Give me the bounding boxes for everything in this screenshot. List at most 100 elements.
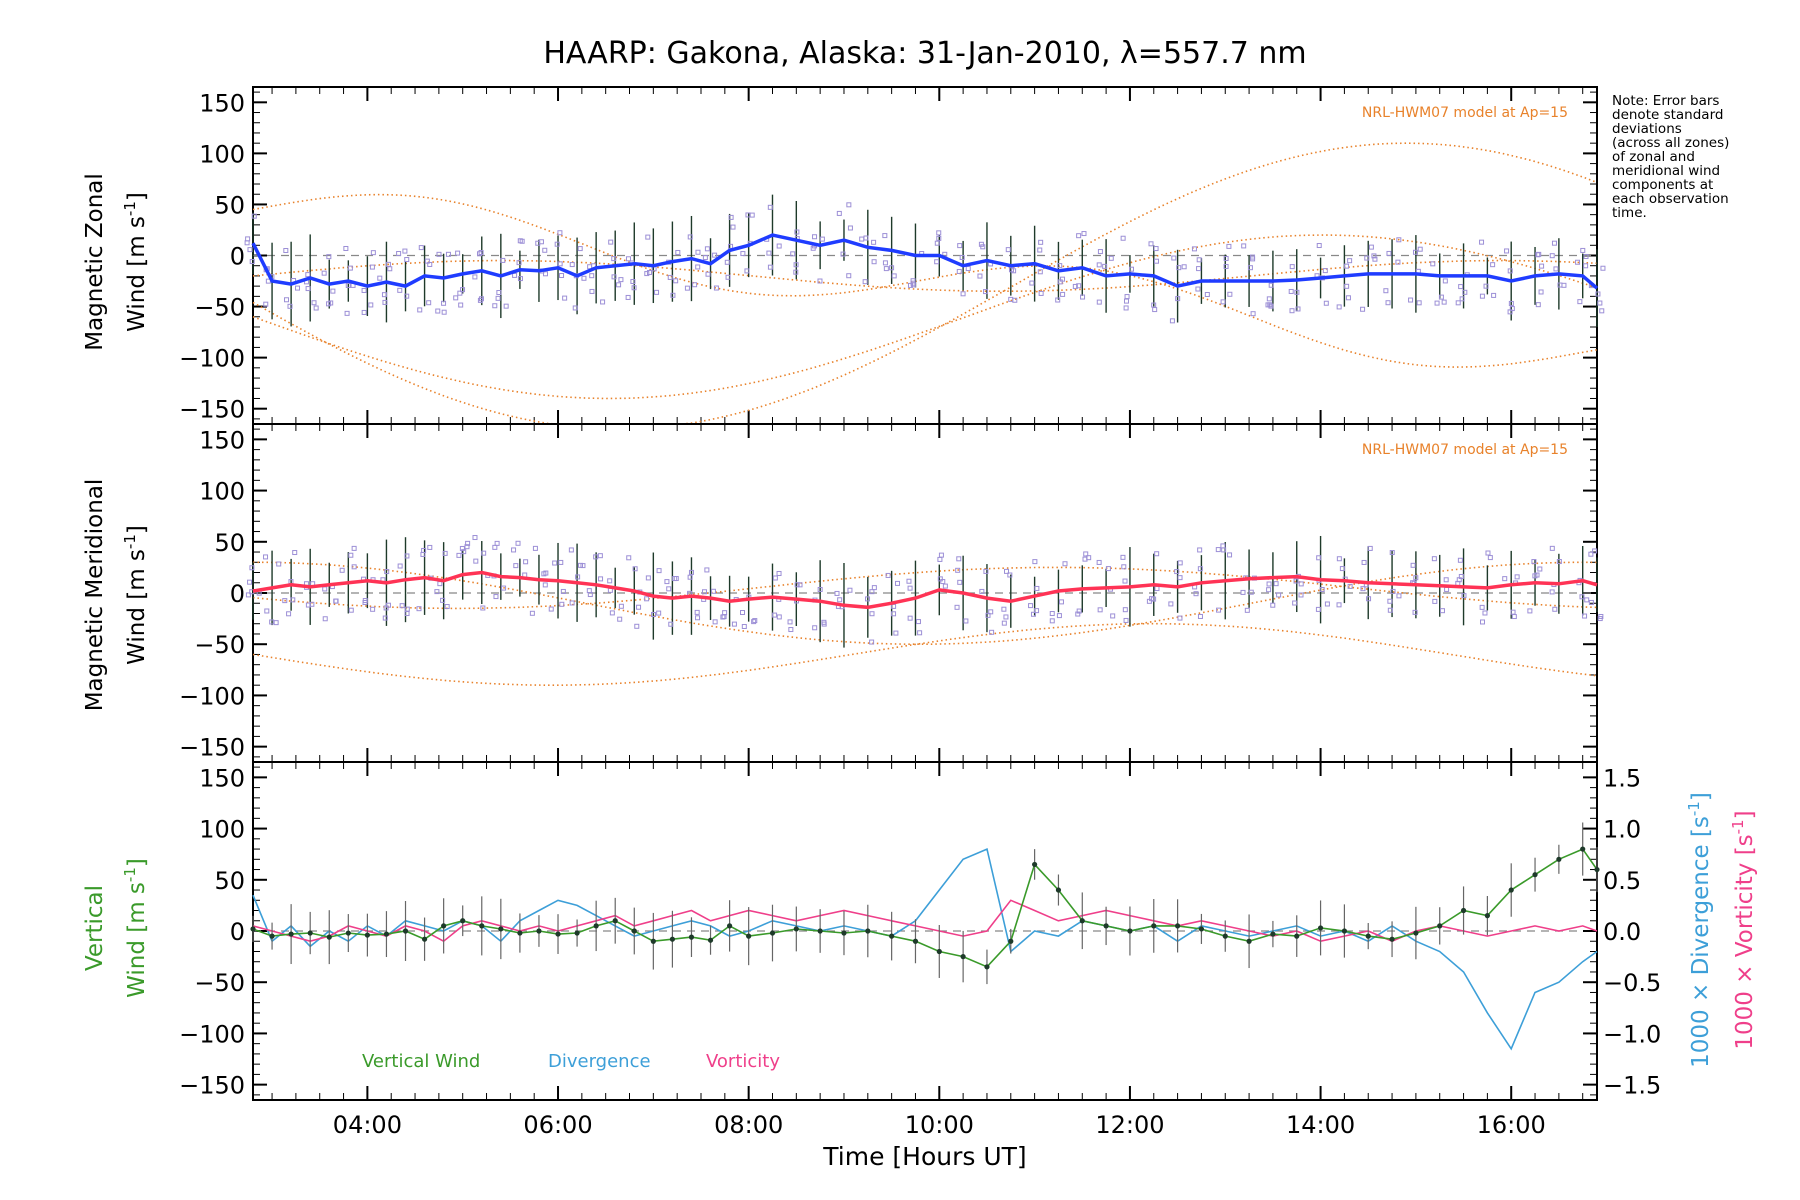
zone-sample-point — [956, 556, 962, 562]
zone-sample-point — [1181, 264, 1187, 270]
meridional-wind-line — [252, 570, 1598, 610]
zone-sample-point — [1579, 594, 1585, 600]
zone-sample-point — [934, 259, 940, 265]
zone-sample-point — [1553, 266, 1559, 272]
zone-sample-point — [495, 295, 501, 301]
zone-sample-point — [1364, 255, 1370, 261]
y2-tick-label: 0.5 — [1603, 867, 1641, 895]
zone-sample-point — [1029, 280, 1035, 286]
zone-sample-point — [1298, 592, 1304, 598]
zone-sample-point — [1174, 569, 1180, 575]
zone-sample-point — [500, 257, 506, 263]
zone-sample-point — [1076, 233, 1082, 239]
legend-vorticity: Vorticity — [706, 1051, 780, 1072]
vertical-wind-point — [345, 930, 351, 936]
zone-sample-point — [575, 574, 581, 580]
vertical-y-label-line2: Wind [m s-1] — [121, 858, 150, 998]
zone-sample-point — [562, 295, 568, 301]
zone-sample-point — [983, 289, 989, 295]
zone-sample-point — [1028, 603, 1034, 609]
zone-sample-point — [1487, 555, 1493, 561]
zone-sample-point — [722, 610, 728, 616]
zone-sample-point — [957, 579, 963, 585]
zone-sample-point — [1539, 263, 1545, 269]
zone-sample-point — [1267, 302, 1273, 308]
y-tick-label: −150 — [179, 1072, 245, 1100]
zone-sample-point — [617, 616, 623, 622]
zone-sample-point — [812, 234, 818, 240]
zone-sample-point — [730, 224, 736, 230]
zone-sample-point — [687, 574, 693, 580]
zone-sample-point — [787, 619, 793, 625]
zone-sample-point — [503, 303, 509, 309]
vertical-wind-point — [865, 928, 871, 934]
zone-sample-point — [644, 271, 650, 277]
note-line: (across all zones) — [1612, 135, 1729, 151]
zone-sample-point — [434, 589, 440, 595]
zone-sample-point — [1076, 608, 1082, 614]
zone-sample-point — [847, 225, 853, 231]
zone-sample-point — [616, 282, 622, 288]
zone-sample-point — [712, 619, 718, 625]
zone-sample-point — [1123, 617, 1129, 623]
zone-sample-point — [1295, 306, 1301, 312]
zone-sample-point — [305, 286, 311, 292]
zone-sample-point — [1266, 587, 1272, 593]
zone-sample-point — [744, 268, 750, 274]
zone-sample-point — [1268, 303, 1274, 309]
zone-sample-point — [656, 568, 662, 574]
zone-sample-point — [1336, 304, 1342, 310]
zone-sample-point — [1049, 618, 1055, 624]
zone-sample-point — [1386, 250, 1392, 256]
zone-sample-point — [910, 280, 916, 286]
zone-sample-point — [244, 240, 250, 246]
zone-sample-point — [936, 230, 942, 236]
zone-sample-point — [1268, 282, 1274, 288]
zone-sample-point — [1412, 249, 1418, 255]
meridional-y-label-line2: Wind [m s-1] — [121, 525, 150, 665]
zone-sample-point — [688, 569, 694, 575]
zone-sample-point — [1220, 299, 1226, 305]
note-line: deviations — [1612, 121, 1682, 137]
zone-sample-point — [1221, 547, 1227, 553]
zone-sample-point — [1007, 572, 1013, 578]
zone-sample-point — [1154, 586, 1160, 592]
zone-sample-point — [1151, 596, 1157, 602]
zone-sample-point — [1323, 300, 1329, 306]
vertical-wind-point — [1508, 887, 1514, 893]
x-tick-label: 10:00 — [905, 1111, 974, 1139]
zone-sample-point — [936, 235, 942, 241]
zone-sample-point — [496, 290, 502, 296]
zone-sample-point — [1037, 247, 1043, 253]
zone-sample-point — [1537, 566, 1543, 572]
zone-sample-point — [1154, 551, 1160, 557]
zone-sample-point — [745, 212, 751, 218]
zone-sample-point — [1003, 568, 1009, 574]
zone-sample-point — [632, 566, 638, 572]
zone-sample-point — [704, 567, 710, 573]
y-tick-label: −50 — [194, 969, 245, 997]
zone-sample-point — [453, 295, 459, 301]
zone-sample-point — [264, 608, 270, 614]
divergence-axis-label: 1000 × Divergence [s-1] — [1685, 792, 1714, 1068]
zone-sample-point — [461, 549, 467, 555]
zone-sample-point — [1479, 604, 1485, 610]
zone-sample-point — [309, 601, 315, 607]
zone-sample-point — [348, 607, 354, 613]
vertical-wind-point — [460, 918, 466, 924]
vertical-wind-point — [479, 923, 485, 929]
model-curve — [252, 622, 1598, 686]
vertical-wind-point — [841, 930, 847, 936]
vertical-wind-point — [269, 933, 275, 939]
zone-sample-point — [1582, 613, 1588, 619]
zone-sample-point — [1441, 299, 1447, 305]
zone-sample-point — [724, 259, 730, 265]
zone-sample-point — [1056, 613, 1062, 619]
zone-sample-point — [1344, 283, 1350, 289]
zone-sample-point — [1298, 581, 1304, 587]
zone-sample-point — [705, 271, 711, 277]
zone-sample-point — [322, 586, 328, 592]
zone-sample-point — [1479, 239, 1485, 245]
zone-sample-point — [542, 247, 548, 253]
zonal-y-label-line2: Wind [m s-1] — [121, 192, 150, 332]
